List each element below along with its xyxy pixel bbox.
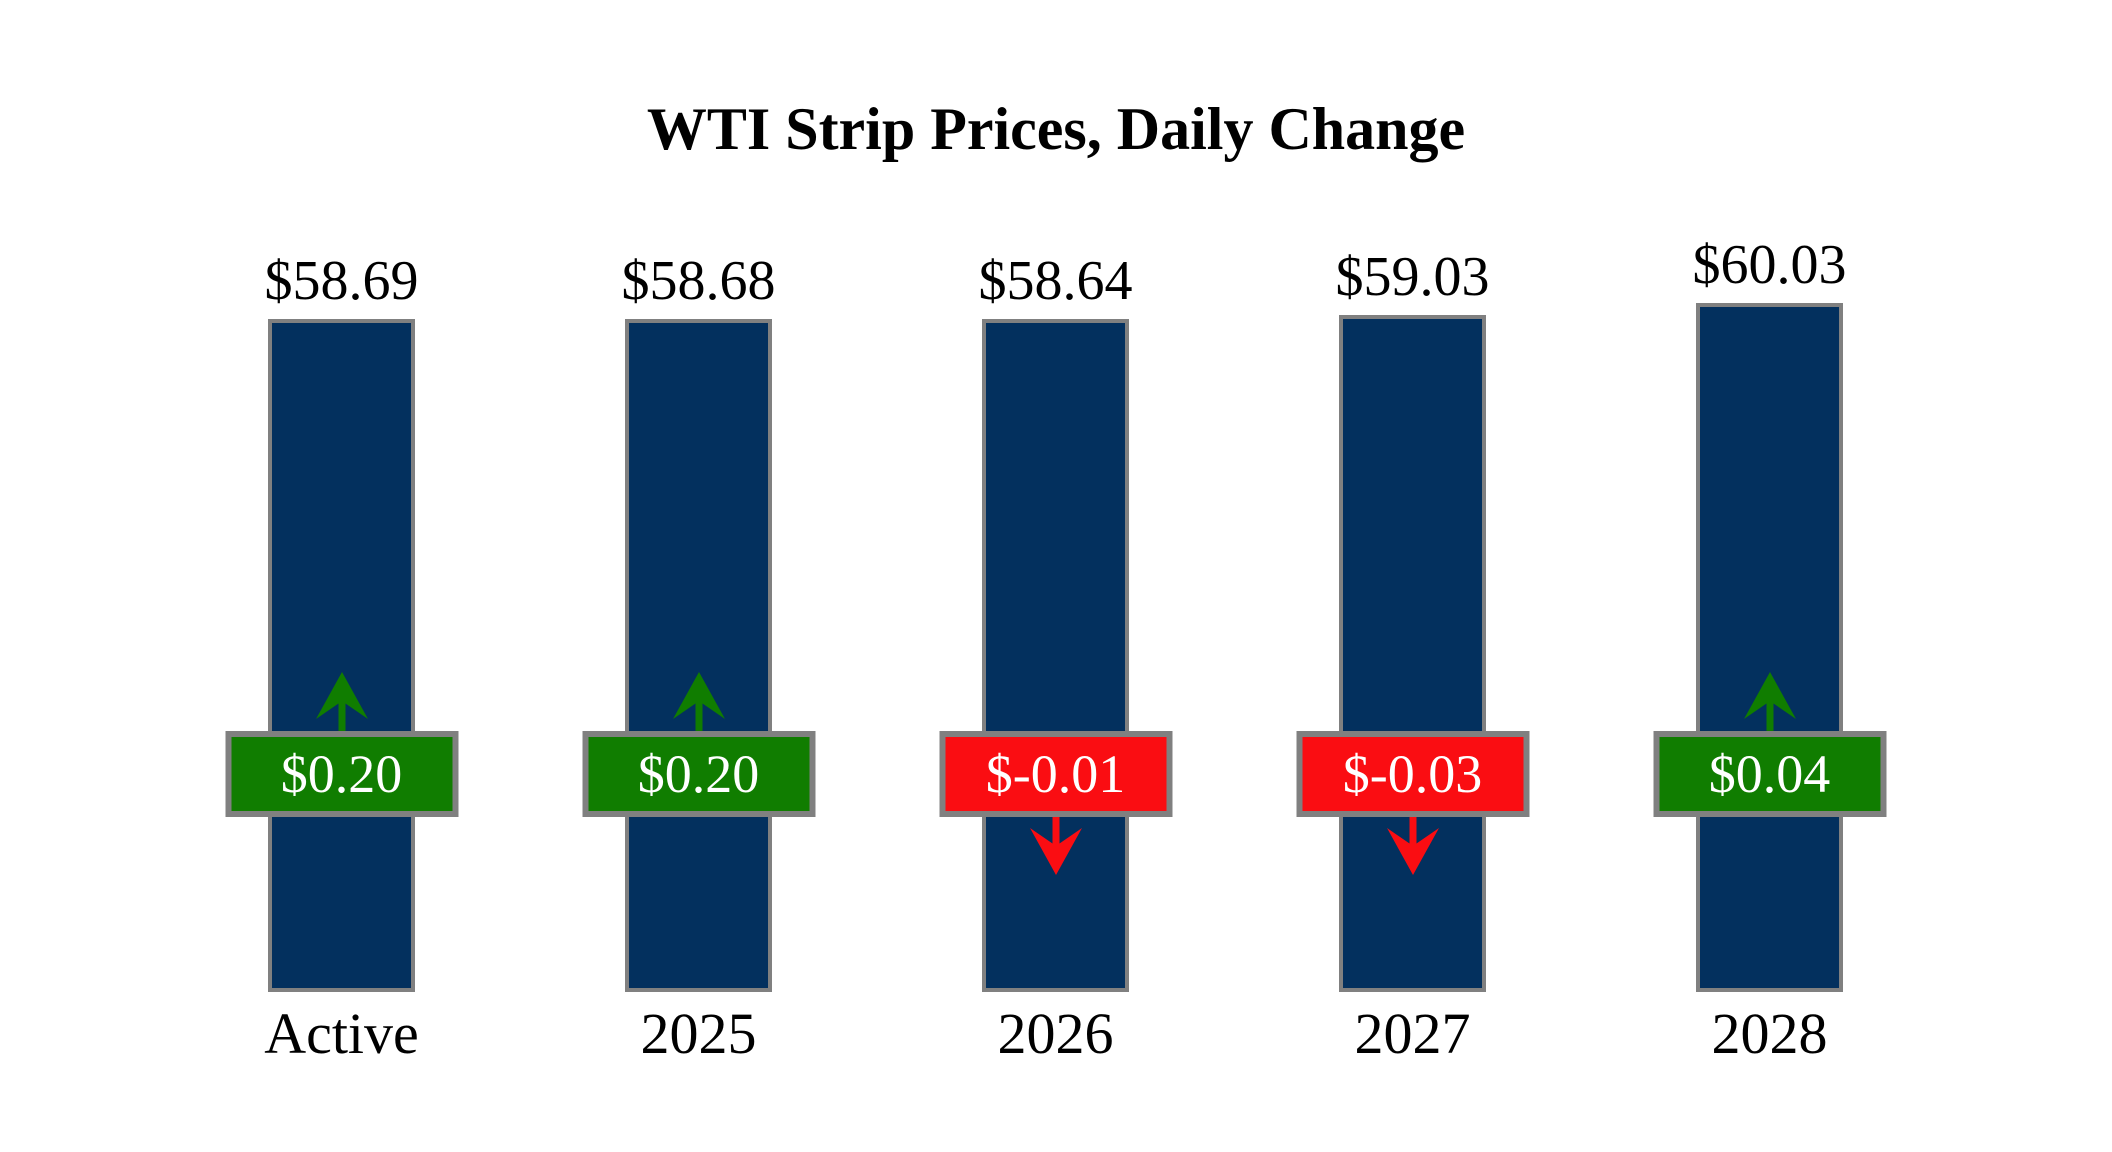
price-label: $60.03 <box>1692 234 1847 297</box>
up-arrow-icon <box>315 672 369 732</box>
daily-change-value: $0.04 <box>1708 744 1831 804</box>
strip-price-bar <box>1696 303 1843 992</box>
bar-column-2025: $58.68 $0.20 2025 <box>520 0 877 1065</box>
daily-change-badge: $0.20 <box>582 731 815 817</box>
daily-change-value: $0.20 <box>280 744 403 804</box>
strip-price-bar <box>1339 315 1486 992</box>
daily-change-value: $-0.03 <box>1342 744 1483 804</box>
price-label: $59.03 <box>1335 246 1490 309</box>
category-label: 2027 <box>1354 1001 1471 1066</box>
daily-change-value: $0.20 <box>637 744 760 804</box>
category-label: 2026 <box>997 1001 1114 1066</box>
strip-price-bar <box>982 319 1129 992</box>
category-label: 2028 <box>1711 1001 1828 1066</box>
bar-column-2026: $58.64 $-0.01 2026 <box>877 0 1234 1065</box>
bar-column-2028: $60.03 $0.04 2028 <box>1591 0 1948 1065</box>
price-label: $58.64 <box>978 250 1133 313</box>
daily-change-value: $-0.01 <box>985 744 1126 804</box>
daily-change-badge: $-0.01 <box>939 731 1172 817</box>
price-label: $58.69 <box>264 250 419 313</box>
daily-change-badge: $-0.03 <box>1296 731 1529 817</box>
daily-change-badge: $0.04 <box>1653 731 1886 817</box>
daily-change-badge: $0.20 <box>225 731 458 817</box>
down-arrow-icon <box>1029 815 1083 875</box>
chart-title: WTI Strip Prices, Daily Change <box>646 96 1466 162</box>
strip-price-bar <box>268 319 415 992</box>
up-arrow-icon <box>672 672 726 732</box>
bar-column-2027: $59.03 $-0.03 2027 <box>1234 0 1591 1065</box>
up-arrow-icon <box>1743 672 1797 732</box>
category-label: 2025 <box>640 1001 757 1066</box>
wti-strip-chart: $58.69 $0.20 Active $58.68 $0.20 2025 $5… <box>163 0 1949 1065</box>
down-arrow-icon <box>1386 815 1440 875</box>
price-label: $58.68 <box>621 250 776 313</box>
category-label: Active <box>264 1001 419 1066</box>
strip-price-bar <box>625 319 772 992</box>
bar-column-active: $58.69 $0.20 Active <box>163 0 520 1065</box>
